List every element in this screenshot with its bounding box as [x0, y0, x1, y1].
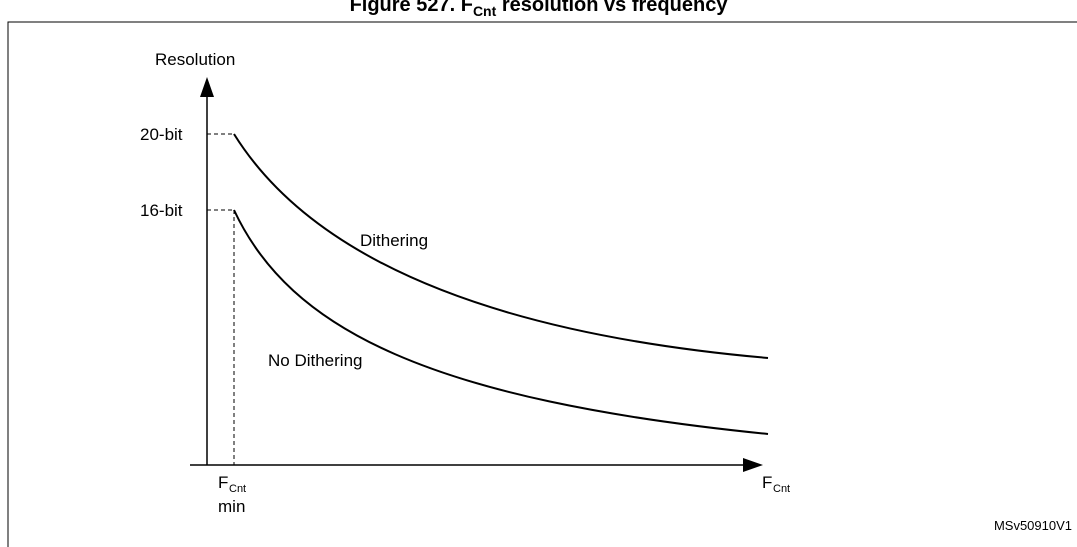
y-axis-label: Resolution [155, 50, 235, 69]
x-axis-label: F Cnt [762, 473, 790, 495]
no-dithering-label: No Dithering [268, 351, 363, 370]
x-min-label-main: F [218, 473, 228, 492]
figure-frame [7, 21, 1077, 547]
x-min-label-sub: Cnt [229, 483, 246, 495]
x-axis-label-sub: Cnt [773, 483, 790, 495]
x-axis-label-main: F [762, 473, 772, 492]
no-dithering-curve [233, 209, 769, 435]
figure-title-prefix: Figure 527. F [349, 0, 473, 16]
level-20bit-label: 20-bit [140, 125, 183, 144]
figure-title: Figure 527. FCnt resolution vs frequency [0, 0, 1077, 19]
dithering-label: Dithering [360, 231, 428, 250]
figure-title-suffix: resolution vs frequency [496, 0, 728, 16]
dithering-curve [233, 133, 769, 359]
y-axis-arrow-icon [200, 77, 214, 97]
x-min-label: F Cnt min [218, 473, 246, 516]
x-min-label-min: min [218, 497, 245, 516]
x-axis-arrow-icon [743, 458, 763, 472]
figure-code: MSv50910V1 [994, 518, 1072, 533]
figure-title-subscript: Cnt [472, 3, 497, 19]
level-16bit-label: 16-bit [140, 201, 183, 220]
